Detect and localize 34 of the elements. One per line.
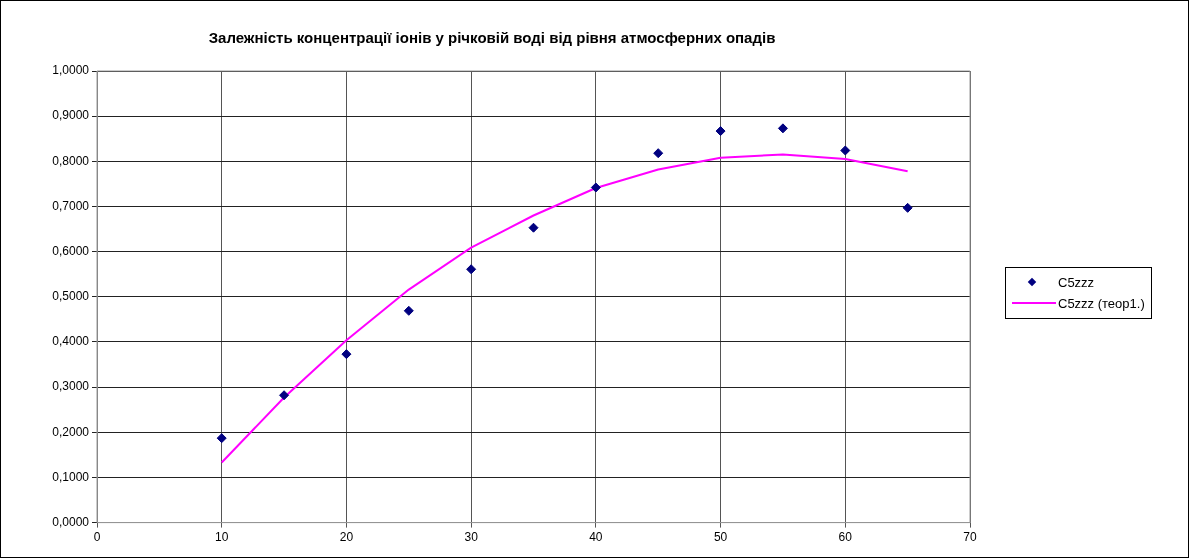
x-tick-label: 60 — [838, 530, 853, 545]
x-tick-label: 50 — [713, 530, 728, 545]
x-tick-label: 0 — [93, 530, 101, 545]
point — [341, 349, 352, 360]
point — [279, 390, 290, 401]
y-tick-label: 0,7000 — [52, 198, 90, 213]
point — [528, 222, 539, 233]
point — [653, 148, 664, 159]
point — [715, 126, 726, 137]
point — [777, 123, 788, 134]
y-tick-label: 0,6000 — [52, 243, 90, 258]
x-tick-label: 70 — [963, 530, 977, 545]
point — [216, 433, 227, 444]
legend-label: C5zzz — [1058, 274, 1095, 290]
legend-label: C5zzz (теор1.) — [1058, 295, 1145, 311]
point — [902, 202, 913, 213]
chart-title: Залежність концентрації іонів у річковій воді від рівня атмосферних опадів — [208, 29, 776, 47]
x-tick-label: 40 — [589, 530, 603, 545]
point — [466, 264, 477, 275]
y-tick-label: 0,4000 — [52, 334, 90, 349]
y-tick-label: 0,3000 — [52, 379, 90, 394]
y-tick-label: 0,0000 — [52, 514, 90, 529]
x-tick-label: 20 — [339, 530, 354, 545]
point — [590, 182, 601, 193]
y-tick-label: 0,9000 — [52, 108, 90, 123]
y-tick-label: 0,8000 — [52, 153, 90, 168]
y-tick-label: 0,1000 — [52, 469, 90, 484]
x-tick-label: 30 — [464, 530, 479, 545]
y-tick-label: 0,2000 — [52, 424, 90, 439]
y-tick-label: 0,5000 — [52, 289, 90, 304]
point — [840, 145, 851, 156]
point — [403, 305, 414, 316]
y-tick-label: 1,0000 — [52, 63, 90, 78]
x-tick-label: 10 — [215, 530, 229, 545]
